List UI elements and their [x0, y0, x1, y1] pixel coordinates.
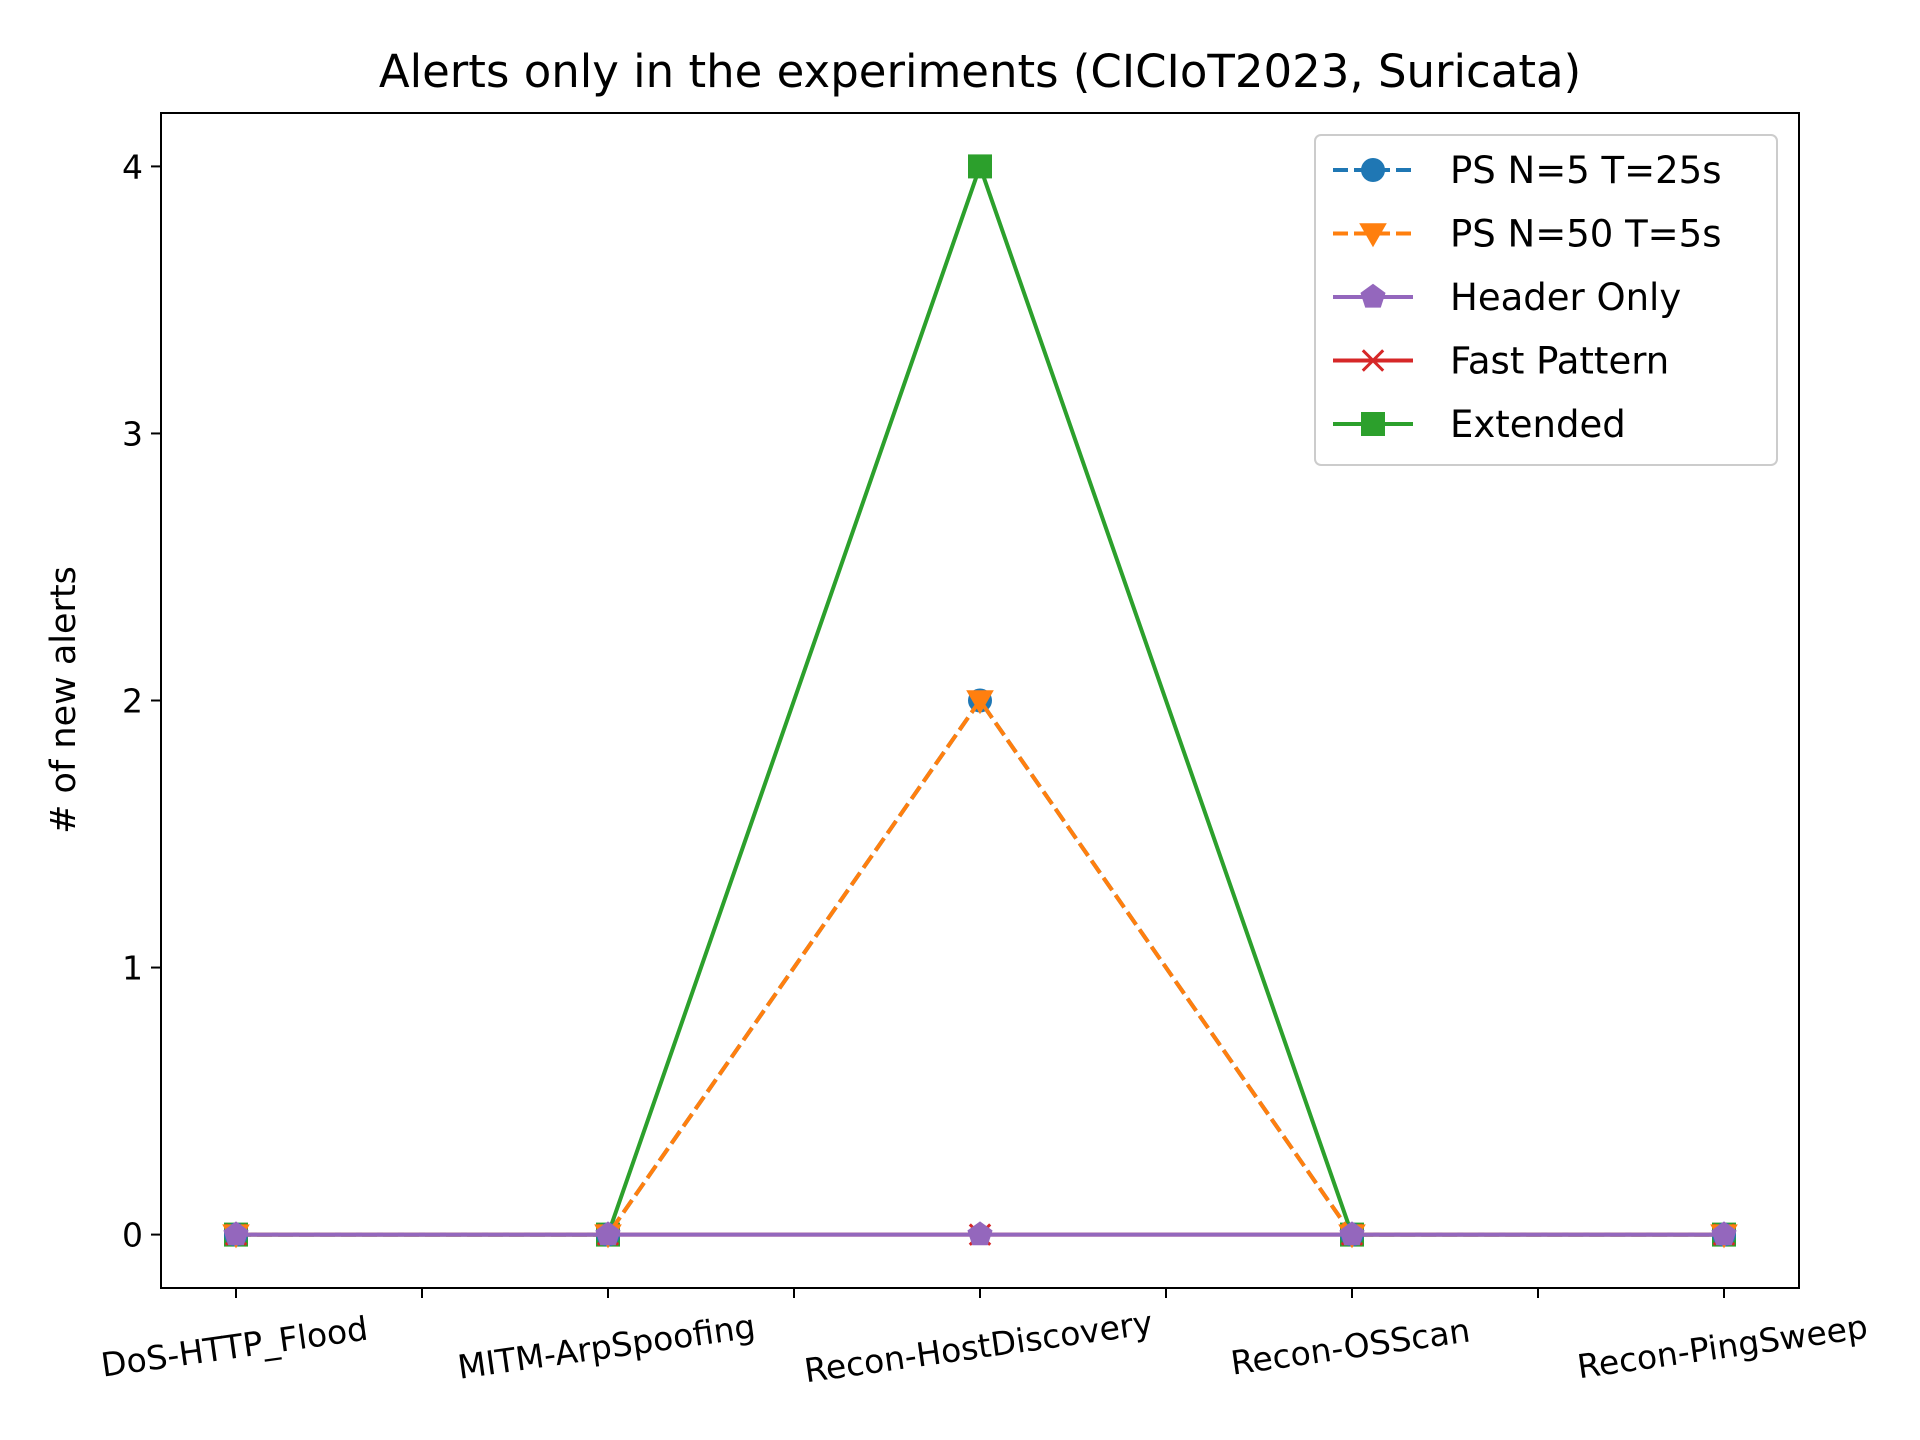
legend-marker-extended — [1361, 412, 1385, 436]
y-tick-label-2: 2 — [122, 682, 143, 721]
legend-box — [1314, 134, 1778, 466]
series-line-ps-n-5-t-25s — [236, 698, 1724, 1237]
data-point-header-only-4 — [1339, 1221, 1365, 1246]
legend-marker-fast-pattern — [1361, 349, 1385, 372]
plot-area — [222, 154, 1738, 1249]
legend-marker-ps-n-5-t-25s — [1361, 158, 1385, 182]
legend-label-fast-pattern: Fast Pattern — [1450, 340, 1669, 383]
legend-marker-ps-n-50-t-5s — [1359, 223, 1387, 248]
y-tick-label-1: 1 — [122, 949, 143, 988]
legend-label-extended: Extended — [1450, 403, 1626, 446]
y-axis-label: # of new alerts — [44, 566, 84, 834]
legend-marker-header-only — [1360, 283, 1386, 308]
series-header-only — [223, 1221, 1737, 1246]
legend-label-ps-n-50-t-5s: PS N=50 T=5s — [1450, 213, 1722, 256]
data-point-header-only-3 — [967, 1221, 993, 1246]
data-point-extended-3 — [968, 154, 992, 179]
data-point-ps-n-50-t-5s-3 — [966, 690, 994, 715]
y-tick-label-0: 0 — [122, 1216, 143, 1255]
data-point-header-only-1 — [223, 1221, 249, 1246]
data-point-header-only-5 — [1711, 1221, 1737, 1246]
x-tick-label-4: Recon-OSScan — [1228, 1311, 1472, 1383]
series-line-ps-n-50-t-5s — [236, 698, 1724, 1237]
y-tick-label-3: 3 — [122, 414, 143, 453]
legend: PS N=5 T=25s PS N=50 T=5s Header Only Fast … — [1314, 134, 1778, 466]
legend-label-ps-n-5-t-25s: PS N=5 T=25s — [1450, 149, 1722, 192]
x-tick-label-2: MITM-ArpSpoofing — [455, 1306, 758, 1386]
series-ps-n-5-t-25s — [224, 688, 1736, 1247]
legend-label-header-only: Header Only — [1450, 276, 1681, 319]
series-ps-n-50-t-5s — [222, 690, 1738, 1249]
chart-title: Alerts only in the experiments (CICIoT20… — [379, 45, 1581, 98]
x-tick-label-1: DoS-HTTP_Flood — [99, 1309, 371, 1385]
x-tick-label-3: Recon-HostDiscovery — [802, 1303, 1155, 1390]
y-tick-label-4: 4 — [122, 147, 143, 186]
data-point-header-only-2 — [595, 1221, 621, 1246]
x-tick-label-5: Recon-PingSweep — [1575, 1307, 1870, 1386]
